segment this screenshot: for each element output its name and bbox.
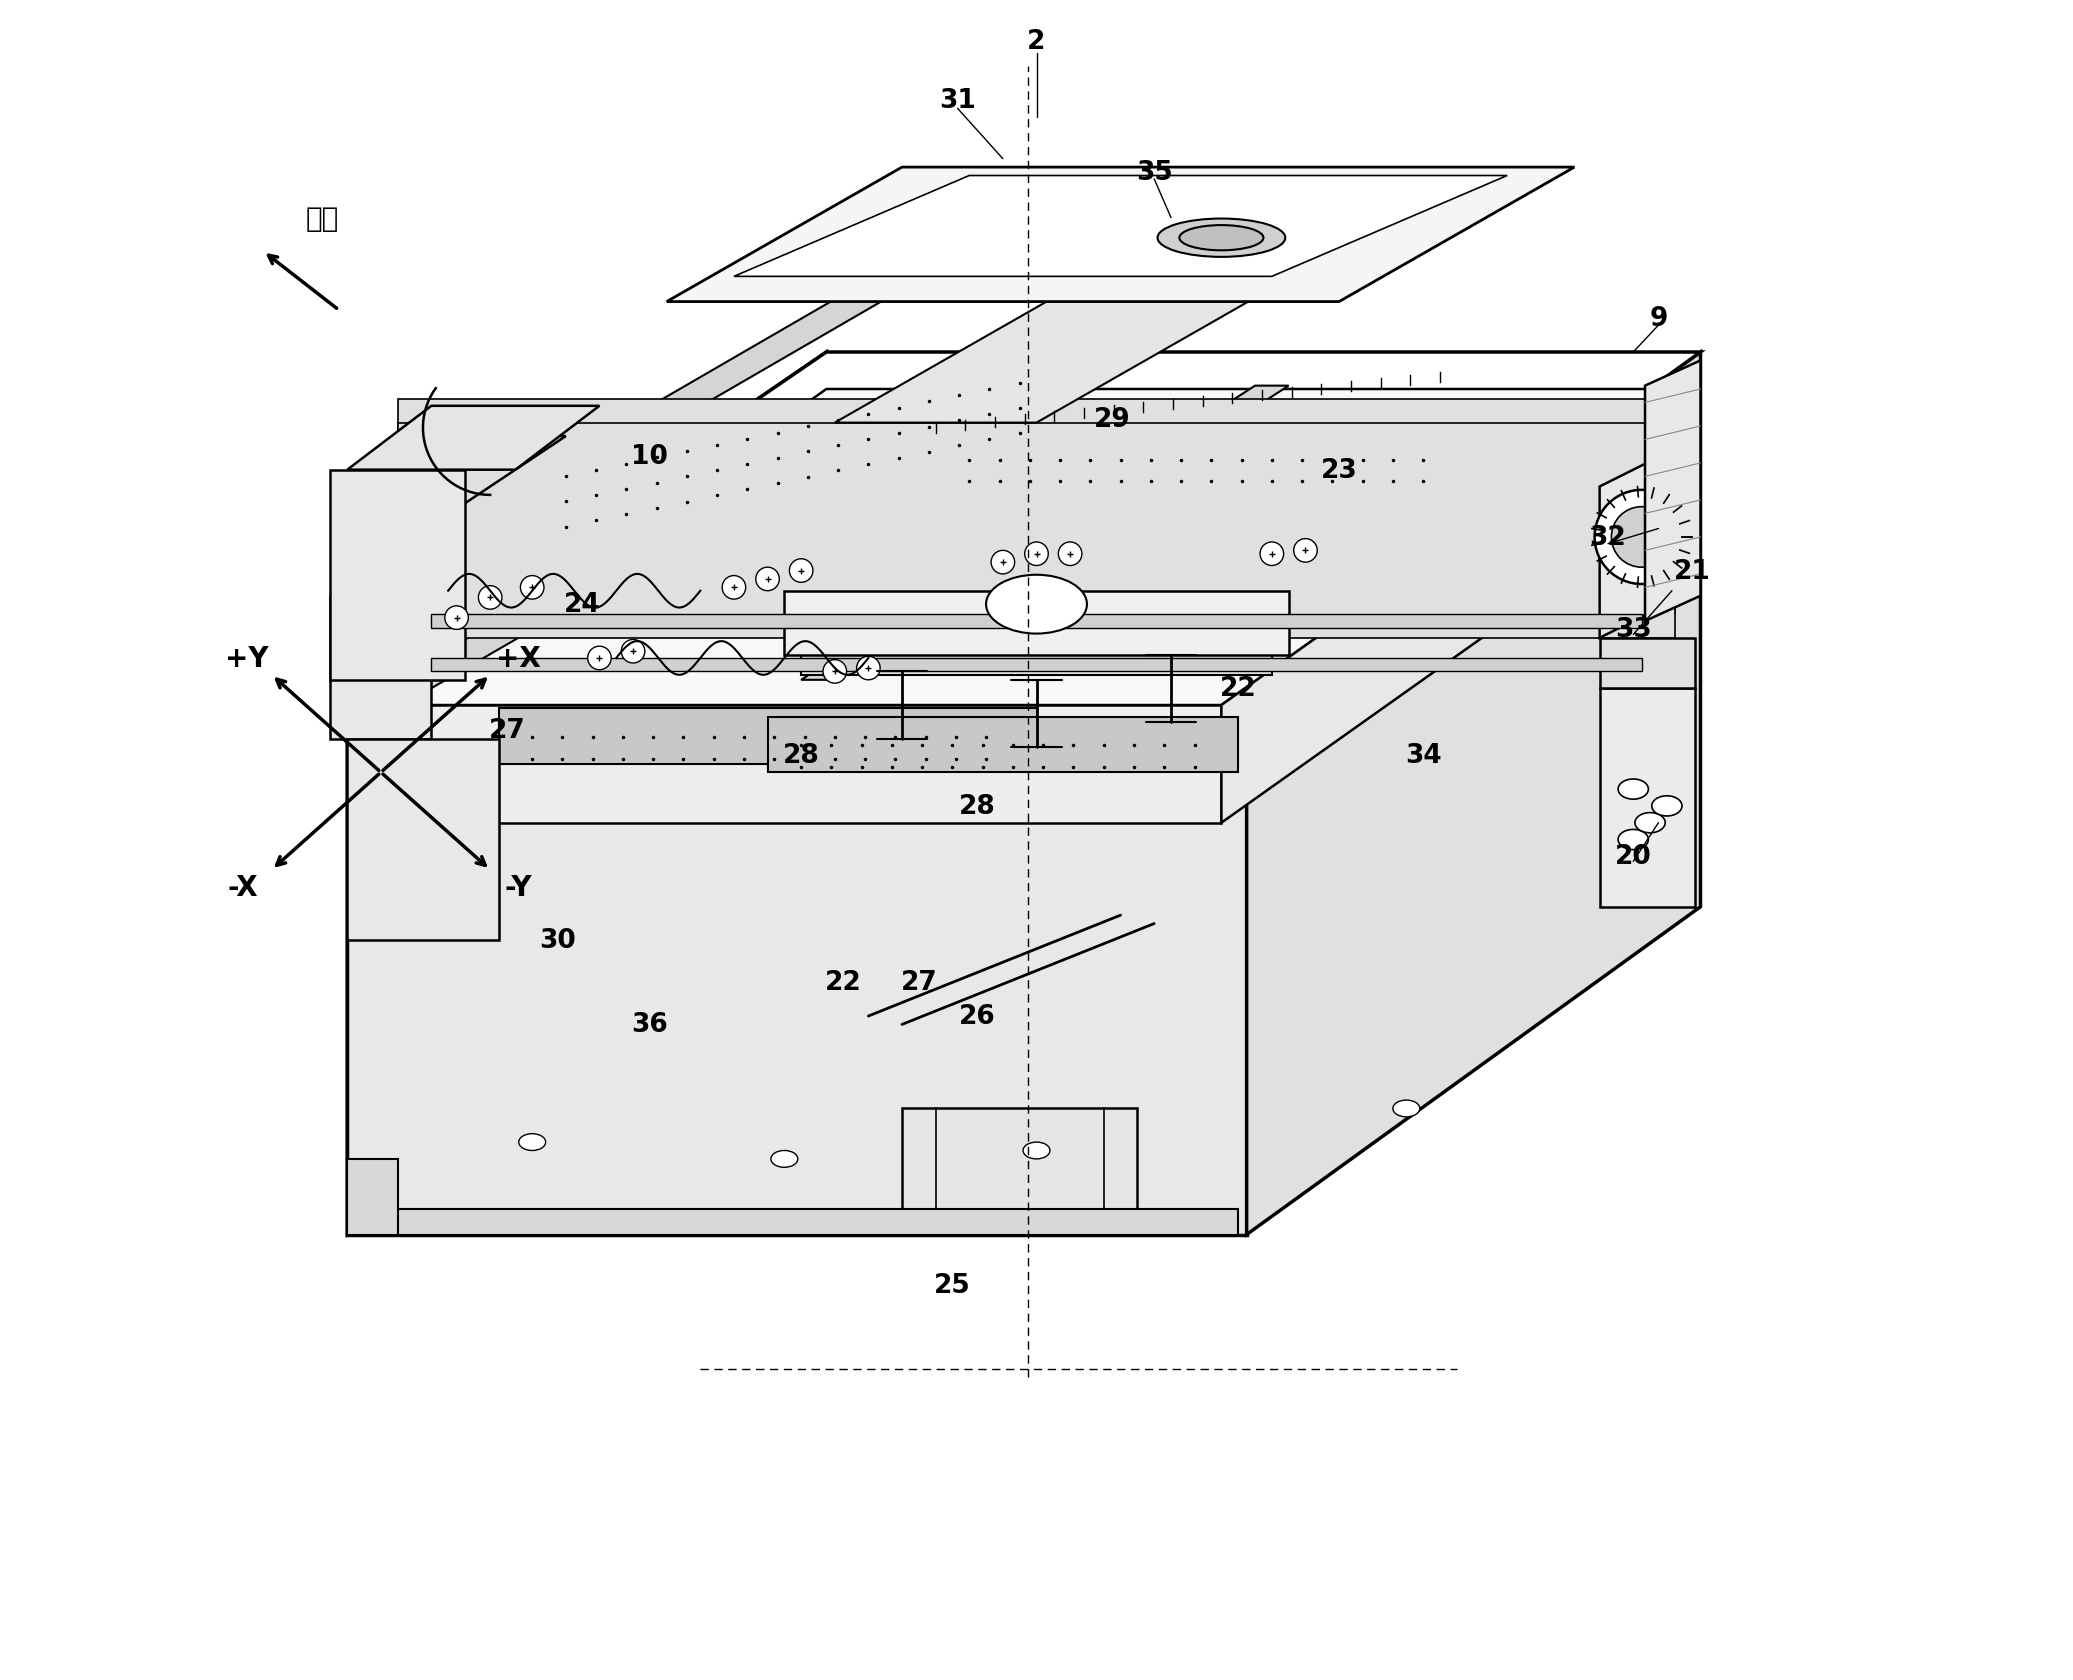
Polygon shape xyxy=(330,470,464,680)
Polygon shape xyxy=(398,400,1675,613)
Polygon shape xyxy=(348,353,1700,680)
Text: 30: 30 xyxy=(539,927,576,954)
Text: 9: 9 xyxy=(1650,306,1667,333)
Text: 36: 36 xyxy=(632,1011,668,1038)
Text: 10: 10 xyxy=(632,444,668,470)
Polygon shape xyxy=(935,432,1474,487)
Polygon shape xyxy=(800,642,1273,675)
Text: 23: 23 xyxy=(1321,457,1358,484)
Polygon shape xyxy=(365,1210,1238,1235)
Text: 32: 32 xyxy=(1590,524,1627,551)
Polygon shape xyxy=(330,437,566,504)
Text: 27: 27 xyxy=(489,717,524,744)
Text: 24: 24 xyxy=(564,591,601,618)
Polygon shape xyxy=(533,423,1238,534)
Polygon shape xyxy=(348,739,500,941)
FancyBboxPatch shape xyxy=(330,596,431,739)
Circle shape xyxy=(721,576,746,600)
Circle shape xyxy=(1611,507,1673,568)
Text: -X: -X xyxy=(228,874,259,900)
Circle shape xyxy=(1594,491,1689,585)
Ellipse shape xyxy=(1393,1100,1420,1117)
Polygon shape xyxy=(784,591,1289,655)
Circle shape xyxy=(856,657,881,680)
Text: 28: 28 xyxy=(960,793,995,820)
Circle shape xyxy=(479,586,502,610)
Polygon shape xyxy=(348,680,1246,1235)
Text: +X: +X xyxy=(495,645,541,672)
Polygon shape xyxy=(668,168,1573,302)
Ellipse shape xyxy=(1180,227,1262,252)
Polygon shape xyxy=(1246,353,1700,1235)
Text: 34: 34 xyxy=(1405,743,1441,769)
Ellipse shape xyxy=(518,1134,545,1151)
Polygon shape xyxy=(1600,437,1700,638)
Polygon shape xyxy=(800,386,1289,680)
Ellipse shape xyxy=(1652,796,1681,816)
Polygon shape xyxy=(398,423,1675,638)
Text: 33: 33 xyxy=(1615,617,1652,643)
Circle shape xyxy=(790,559,813,583)
Ellipse shape xyxy=(1619,780,1648,800)
Circle shape xyxy=(991,551,1014,575)
Circle shape xyxy=(622,640,645,664)
Polygon shape xyxy=(381,281,918,563)
Text: 22: 22 xyxy=(1219,675,1256,702)
Ellipse shape xyxy=(1024,1142,1049,1159)
Circle shape xyxy=(1024,543,1049,566)
Text: 35: 35 xyxy=(1136,160,1173,186)
Polygon shape xyxy=(1600,638,1696,689)
Text: 26: 26 xyxy=(960,1003,995,1030)
Polygon shape xyxy=(1221,390,1667,823)
Circle shape xyxy=(1294,539,1316,563)
Circle shape xyxy=(1059,543,1082,566)
Circle shape xyxy=(520,576,543,600)
Polygon shape xyxy=(1600,689,1696,907)
Polygon shape xyxy=(381,390,1667,706)
Polygon shape xyxy=(431,615,1642,628)
Text: 2: 2 xyxy=(1028,29,1045,55)
Circle shape xyxy=(587,647,612,670)
Polygon shape xyxy=(767,717,1238,773)
Polygon shape xyxy=(381,706,1221,823)
Ellipse shape xyxy=(1619,830,1648,850)
Circle shape xyxy=(446,606,468,630)
Ellipse shape xyxy=(1157,220,1285,257)
Text: +Y: +Y xyxy=(224,645,267,672)
Polygon shape xyxy=(348,353,827,1235)
Circle shape xyxy=(757,568,779,591)
Polygon shape xyxy=(348,407,599,470)
Circle shape xyxy=(1260,543,1283,566)
Text: -Y: -Y xyxy=(506,874,533,900)
Polygon shape xyxy=(431,659,1642,672)
Text: 28: 28 xyxy=(784,743,819,769)
Text: 27: 27 xyxy=(900,969,937,996)
Polygon shape xyxy=(348,1159,398,1235)
Text: 前方: 前方 xyxy=(305,205,338,232)
Text: 29: 29 xyxy=(1095,407,1130,433)
Text: 20: 20 xyxy=(1615,843,1652,870)
Polygon shape xyxy=(835,289,1273,423)
Ellipse shape xyxy=(1636,813,1665,833)
Text: 31: 31 xyxy=(939,87,976,114)
Polygon shape xyxy=(1646,361,1700,622)
Polygon shape xyxy=(734,176,1507,277)
Polygon shape xyxy=(500,709,1036,764)
Ellipse shape xyxy=(987,575,1086,635)
Text: 25: 25 xyxy=(935,1272,970,1299)
Polygon shape xyxy=(381,407,918,689)
Text: 21: 21 xyxy=(1673,558,1710,585)
Text: 22: 22 xyxy=(825,969,862,996)
Ellipse shape xyxy=(771,1151,798,1168)
Circle shape xyxy=(823,660,846,684)
Polygon shape xyxy=(431,605,1642,630)
Polygon shape xyxy=(902,1109,1138,1210)
